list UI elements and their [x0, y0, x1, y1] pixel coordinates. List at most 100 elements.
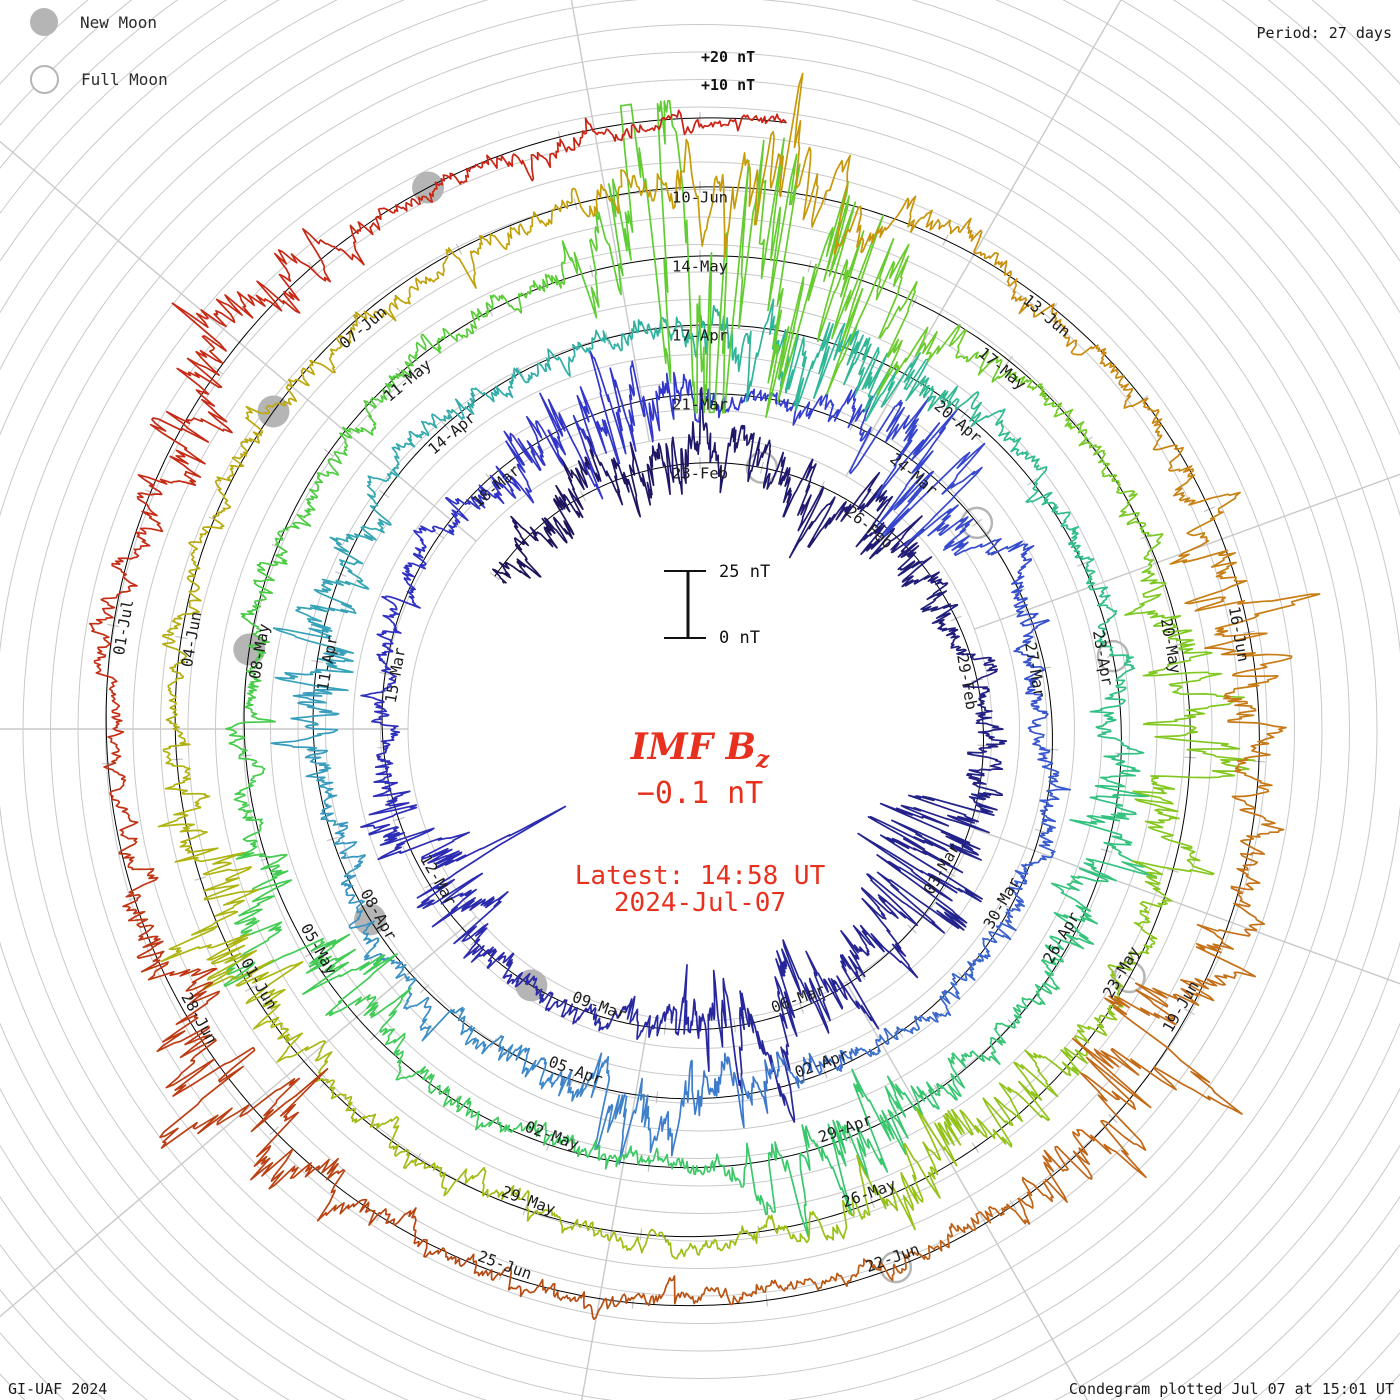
bz-trace-segment: [688, 1286, 745, 1306]
bz-trace-segment: [1010, 284, 1058, 323]
bz-trace-segment: [875, 442, 986, 538]
bz-trace-segment: [807, 471, 881, 549]
bz-trace-segment: [851, 1068, 909, 1156]
bz-trace-segment: [743, 1279, 800, 1298]
bz-trace-segment: [302, 221, 374, 266]
bz-trace-segment: [481, 1185, 530, 1216]
chart-title-subscript: z: [756, 746, 770, 774]
bz-trace-segment: [407, 529, 427, 570]
bz-trace-segment: [731, 298, 777, 403]
bz-trace-segment: [1065, 525, 1094, 561]
bz-trace-segment: [1124, 570, 1167, 619]
bz-trace-segment: [848, 396, 931, 475]
bz-trace-segment: [360, 806, 435, 846]
bz-trace-segment: [539, 392, 604, 500]
bz-trace-segment: [788, 486, 836, 559]
bz-trace-segment: [445, 495, 486, 524]
bz-trace-segment: [296, 578, 357, 615]
bz-trace-segment: [545, 341, 580, 377]
bz-trace-segment: [1008, 994, 1046, 1029]
radial-gridline: [974, 828, 1400, 985]
bz-trace-segment: [366, 475, 392, 526]
bz-trace-segment: [200, 280, 283, 328]
legend-row-new-moon: New Moon: [30, 6, 168, 38]
bz-trace-segment: [955, 391, 1006, 428]
bz-trace-segment: [761, 113, 788, 125]
bz-trace-segment: [530, 130, 586, 169]
bz-trace-segment: [920, 581, 959, 613]
credit-text: GI-UAF 2024: [8, 1380, 108, 1398]
bz-trace-segment: [931, 603, 959, 637]
bz-trace-segment: [118, 835, 159, 894]
bz-trace-segment: [491, 561, 531, 584]
radial-gridline: [0, 140, 477, 542]
bz-trace-segment: [857, 832, 983, 914]
bz-trace-segment: [1039, 799, 1057, 837]
bz-trace-segment: [392, 1144, 440, 1171]
bz-trace-segment: [300, 338, 343, 379]
bz-trace-segment: [876, 281, 938, 396]
bz-trace-segment: [471, 153, 535, 182]
bz-trace-segment: [453, 891, 509, 945]
bz-trace-segment: [1004, 1176, 1068, 1225]
date-label: 13-Jun: [1019, 291, 1073, 341]
bz-trace-segment: [186, 553, 202, 608]
bz-trace-segment: [467, 294, 503, 335]
bz-trace-segment: [1098, 641, 1136, 682]
new-moon-label: New Moon: [80, 12, 158, 32]
date-label: 22-Jun: [863, 1240, 922, 1276]
bz-trace-segment: [981, 1022, 1010, 1065]
bz-trace-segment: [420, 327, 469, 354]
bz-trace-segment: [663, 138, 719, 247]
bz-trace-segment: [162, 707, 191, 761]
bz-trace-segment: [477, 474, 517, 505]
bz-trace-segment: [860, 879, 919, 933]
bz-trace-segment: [721, 137, 785, 414]
bz-trace-segment: [629, 441, 661, 506]
bz-trace-segment: [513, 524, 542, 578]
bz-trace-segment: [250, 1145, 330, 1190]
bz-trace-segment: [1095, 721, 1145, 764]
bz-trace-segment: [274, 657, 354, 695]
bz-trace-segment: [1050, 875, 1099, 925]
bz-trace-segment: [1020, 376, 1063, 412]
bz-trace-segment: [875, 396, 959, 499]
bz-trace-segment: [969, 685, 993, 714]
bz-trace-segment: [866, 871, 968, 934]
period-label: Period: 27 days: [1256, 24, 1392, 42]
date-label: 23-Apr: [1089, 629, 1116, 687]
bz-trace-segment: [1152, 441, 1196, 491]
bz-trace-segment: [612, 169, 666, 214]
bz-trace-segment: [891, 528, 925, 577]
bz-trace-segment: [575, 1291, 635, 1321]
bz-trace-segment: [381, 595, 421, 629]
bz-trace-segment: [512, 204, 562, 236]
bz-trace-segment: [228, 742, 266, 788]
bz-trace-segment: [702, 114, 764, 132]
bz-trace-segment: [555, 456, 585, 519]
bz-trace-segment: [697, 1052, 735, 1117]
bz-trace-segment: [619, 99, 680, 383]
bz-trace-segment: [901, 556, 942, 588]
bz-trace-segment: [521, 1047, 554, 1090]
bz-trace-segment: [377, 831, 470, 864]
bz-trace-segment: [276, 1032, 333, 1082]
bz-trace-segment: [156, 981, 220, 1059]
bz-trace-segment: [1116, 481, 1144, 526]
bz-trace-segment: [88, 603, 116, 663]
latest-time: Latest: 14:58 UT: [574, 861, 826, 891]
bz-trace-segment: [363, 375, 397, 426]
bz-trace-segment: [1096, 598, 1118, 643]
bz-trace-segment: [439, 1166, 487, 1197]
bz-trace-segment: [853, 1254, 907, 1282]
bz-trace-segment: [839, 930, 870, 982]
bz-trace-segment: [836, 1046, 873, 1072]
bz-trace-segment: [798, 1272, 855, 1291]
bz-trace-segment: [167, 657, 186, 709]
